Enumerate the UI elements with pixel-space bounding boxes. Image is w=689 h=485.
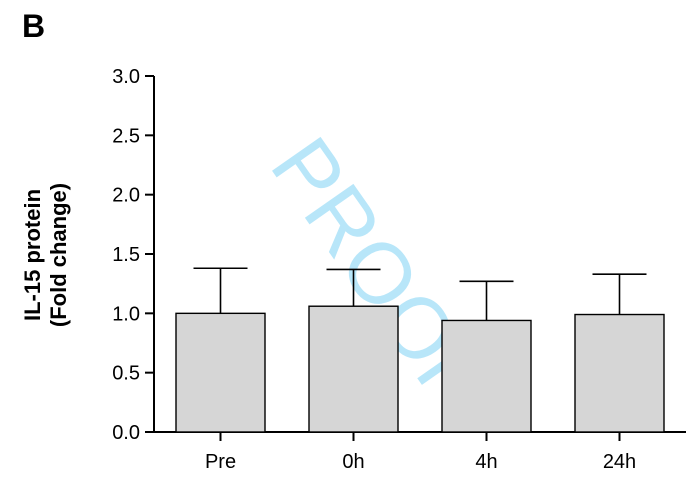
bar xyxy=(175,312,266,433)
bar xyxy=(308,305,399,433)
bars xyxy=(175,267,665,433)
x-tick-label: Pre xyxy=(205,451,236,473)
x-tick-label: 4h xyxy=(475,451,497,473)
y-tick-label: 0.0 xyxy=(112,422,140,444)
bar xyxy=(574,313,665,433)
y-tick-label: 2.0 xyxy=(112,185,140,207)
y-tick-label: 1.5 xyxy=(112,244,140,266)
y-ticks: 0.0 0.5 1.0 1.5 2.0 2.5 3.0 xyxy=(112,66,154,444)
bar xyxy=(441,319,532,433)
x-ticks: Pre 0h 4h 24h xyxy=(205,432,636,473)
y-tick-label: 1.0 xyxy=(112,303,140,325)
y-tick-label: 0.5 xyxy=(112,363,140,385)
y-tick-label: 3.0 xyxy=(112,66,140,88)
y-tick-label: 2.5 xyxy=(112,125,140,147)
y-axis-title: IL-15 protein (Fold change) xyxy=(20,183,71,327)
x-tick-label: 24h xyxy=(603,451,636,473)
y-axis-title-line1: IL-15 protein xyxy=(20,189,45,321)
panel-label: B xyxy=(22,8,46,44)
y-axis-title-line2: (Fold change) xyxy=(46,183,71,327)
x-tick-label: 0h xyxy=(342,451,364,473)
